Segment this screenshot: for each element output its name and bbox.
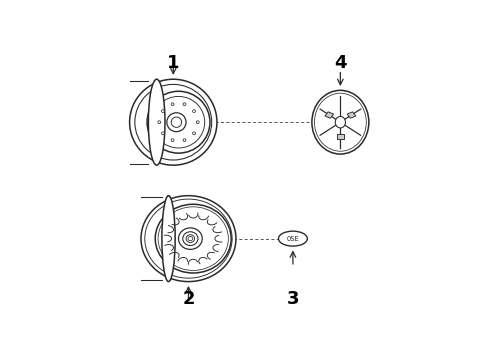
Ellipse shape (188, 237, 193, 241)
Ellipse shape (158, 121, 161, 123)
Ellipse shape (148, 79, 165, 165)
Ellipse shape (135, 84, 212, 160)
Ellipse shape (171, 103, 174, 105)
Ellipse shape (315, 93, 367, 151)
Ellipse shape (183, 232, 198, 246)
Ellipse shape (178, 228, 202, 249)
Text: 4: 4 (334, 54, 346, 72)
Ellipse shape (162, 195, 175, 282)
Text: OSE: OSE (287, 236, 299, 242)
Ellipse shape (278, 231, 307, 246)
FancyBboxPatch shape (347, 112, 356, 118)
Ellipse shape (152, 96, 205, 148)
Ellipse shape (183, 139, 186, 141)
Ellipse shape (186, 235, 195, 243)
Ellipse shape (162, 110, 164, 112)
Text: 1: 1 (167, 54, 179, 72)
Ellipse shape (335, 117, 345, 128)
Ellipse shape (167, 113, 186, 132)
Ellipse shape (162, 132, 164, 135)
Text: 2: 2 (182, 290, 195, 308)
Ellipse shape (155, 204, 231, 273)
Ellipse shape (171, 139, 174, 141)
Ellipse shape (193, 132, 196, 135)
Ellipse shape (193, 110, 196, 112)
Ellipse shape (145, 199, 232, 278)
Text: 3: 3 (287, 290, 299, 308)
Ellipse shape (158, 207, 228, 270)
Ellipse shape (141, 195, 236, 282)
FancyBboxPatch shape (325, 112, 334, 118)
Ellipse shape (183, 103, 186, 105)
Ellipse shape (171, 117, 182, 127)
Ellipse shape (312, 90, 369, 154)
FancyBboxPatch shape (337, 134, 343, 139)
Ellipse shape (129, 79, 217, 165)
Ellipse shape (196, 121, 199, 123)
Ellipse shape (147, 91, 210, 153)
